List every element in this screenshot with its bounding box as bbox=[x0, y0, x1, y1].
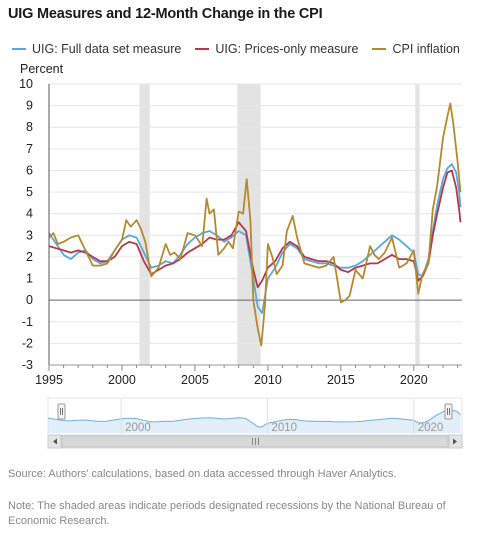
series-lines bbox=[48, 102, 462, 347]
x-tick-label: 2010 bbox=[254, 373, 282, 387]
axes: -3 -2 -1 0 1 2 3 4 5 6 7 8 9 10 1995 2000 2005 2010 2015 20… bbox=[19, 77, 462, 387]
y-tick-label: 10 bbox=[19, 77, 33, 91]
legend-swatch-full bbox=[12, 48, 26, 50]
y-tick-label: 4 bbox=[26, 207, 33, 221]
recession-band-0 bbox=[139, 84, 150, 365]
legend: UIG: Full data set measure UIG: Prices-o… bbox=[12, 40, 474, 58]
x-tick-label: 1995 bbox=[35, 373, 63, 387]
legend-item-full[interactable]: UIG: Full data set measure bbox=[12, 42, 181, 56]
chart-title: UIG Measures and 12-Month Change in the … bbox=[8, 6, 323, 22]
y-tick-label: 9 bbox=[26, 99, 33, 113]
y-tick-label: 3 bbox=[26, 228, 33, 242]
chevron-left-icon bbox=[53, 438, 57, 445]
y-tick-label: 0 bbox=[26, 293, 33, 307]
navigator-year-label: 2000 bbox=[125, 422, 151, 434]
navigator-handle-left[interactable] bbox=[57, 403, 66, 420]
legend-item-cpi[interactable]: CPI inflation bbox=[372, 42, 460, 56]
recession-band-1 bbox=[237, 84, 261, 365]
y-tick-label: -2 bbox=[22, 336, 33, 350]
handle-right-box[interactable] bbox=[444, 403, 453, 420]
y-tick-label: 5 bbox=[26, 185, 33, 199]
navigator-year-label: 2020 bbox=[418, 422, 444, 434]
legend-label-full: UIG: Full data set measure bbox=[32, 42, 182, 56]
y-tick-label: 8 bbox=[26, 120, 33, 134]
recession-note: Note: The shaded areas indicate periods … bbox=[8, 500, 446, 527]
y-axis-title: Percent bbox=[20, 62, 64, 76]
navigator[interactable]: 2000 2010 2020 bbox=[0, 395, 489, 455]
x-tick-label: 2020 bbox=[400, 373, 428, 387]
legend-swatch-cpi bbox=[372, 48, 387, 50]
recession-bands bbox=[139, 84, 420, 365]
legend-label-prices: UIG: Prices-only measure bbox=[215, 42, 359, 56]
navigator-year-labels: 2000 2010 2020 bbox=[120, 399, 444, 434]
navigator-area bbox=[48, 410, 461, 433]
legend-swatch-prices bbox=[195, 48, 210, 50]
source-note: Source: Authors' calculations, based on … bbox=[8, 468, 397, 480]
x-tick-label: 2000 bbox=[108, 373, 136, 387]
series-line-0 bbox=[48, 163, 462, 314]
y-tick-label: 1 bbox=[26, 272, 33, 286]
y-tick-label: -3 bbox=[22, 358, 33, 372]
recession-band-2 bbox=[415, 84, 420, 365]
handle-left-box[interactable] bbox=[57, 403, 66, 420]
navigator-year-label: 2010 bbox=[271, 422, 297, 434]
y-tick-label: 2 bbox=[26, 250, 33, 264]
legend-item-prices[interactable]: UIG: Prices-only measure bbox=[195, 42, 358, 56]
x-tick-label: 2005 bbox=[181, 373, 209, 387]
series-line-2 bbox=[48, 102, 462, 347]
navigator-handle-right[interactable] bbox=[444, 403, 453, 420]
y-tick-label: 7 bbox=[26, 142, 33, 156]
x-tick-label: 2015 bbox=[327, 373, 355, 387]
legend-label-cpi: CPI inflation bbox=[392, 42, 460, 56]
grip-lines-icon bbox=[252, 438, 259, 445]
y-tick-label: 6 bbox=[26, 163, 33, 177]
chevron-right-icon bbox=[453, 438, 457, 445]
main-chart: -3 -2 -1 0 1 2 3 4 5 6 7 8 9 10 1995 2000 2005 2010 2015 20… bbox=[19, 77, 462, 387]
y-tick-label: -1 bbox=[22, 315, 33, 329]
